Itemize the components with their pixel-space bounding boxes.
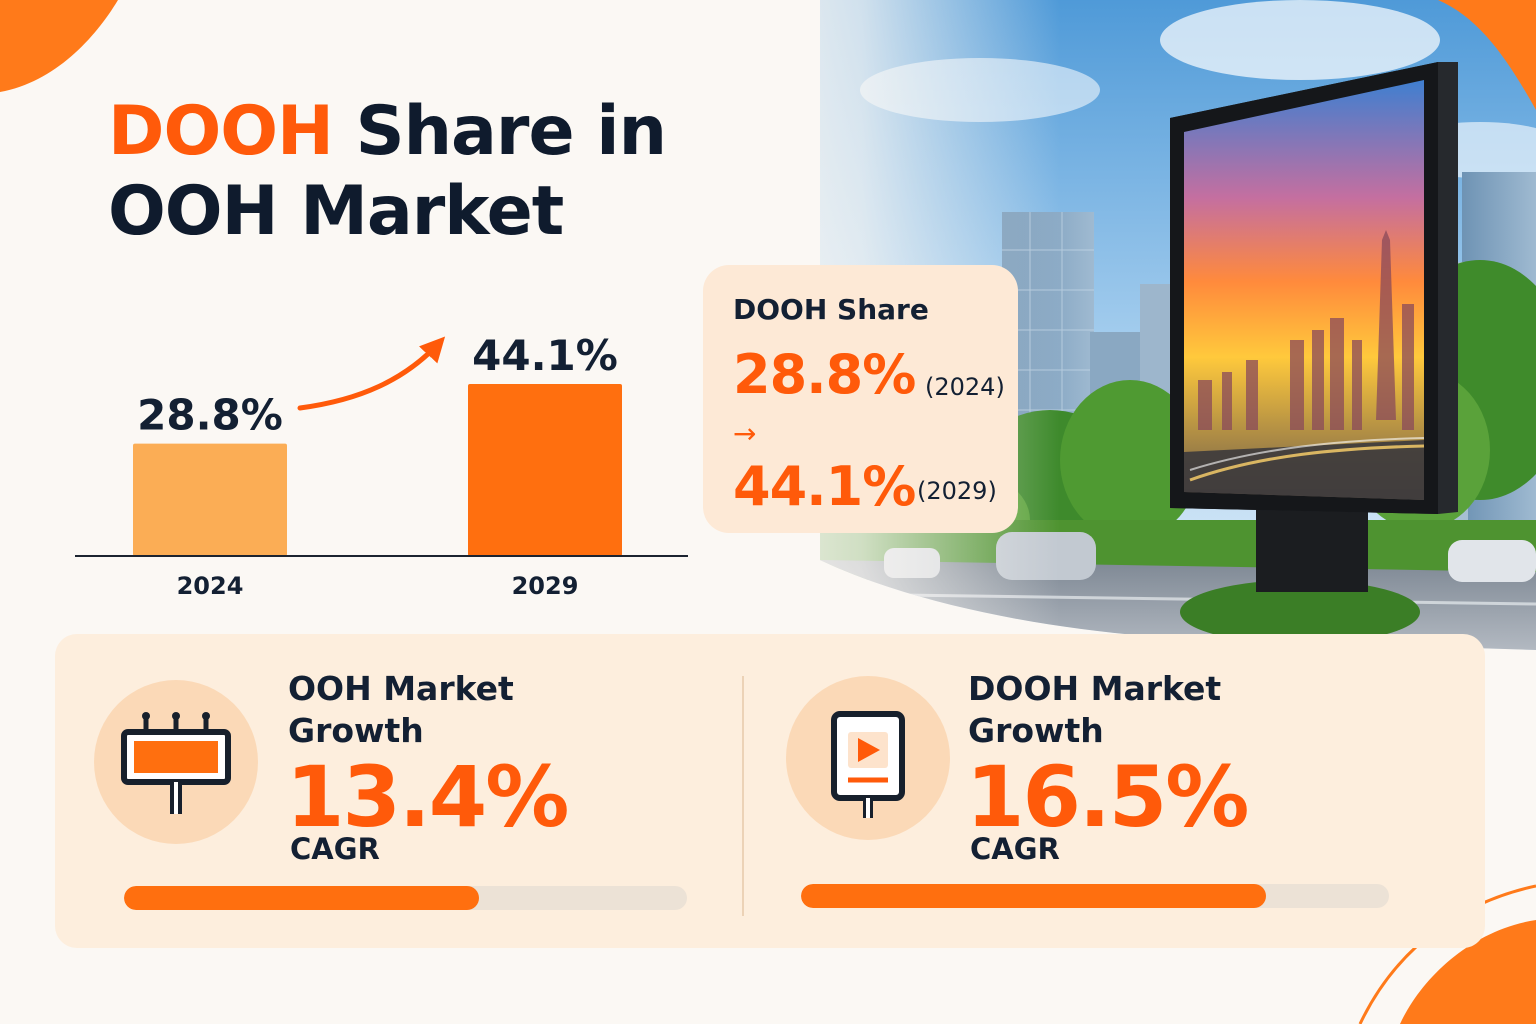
ooh-growth-label-line2: Growth xyxy=(288,711,424,750)
share-from-value: 28.8% xyxy=(733,343,916,406)
title-highlight: DOOH xyxy=(108,92,334,171)
ooh-icon-circle xyxy=(94,680,258,844)
ooh-growth-label-line1: OOH Market xyxy=(288,669,514,708)
ooh-growth-value: 13.4% xyxy=(286,748,569,846)
bar-2029 xyxy=(468,384,622,556)
billboard-icon xyxy=(121,712,231,814)
dooh-growth-label-line1: DOOH Market xyxy=(968,669,1222,708)
x-tick-2029: 2029 xyxy=(512,572,579,600)
dooh-growth-value: 16.5% xyxy=(966,748,1249,846)
dooh-share-label: DOOH Share xyxy=(733,293,929,326)
dooh-growth-label-line2: Growth xyxy=(968,711,1104,750)
share-from-year: (2024) xyxy=(925,373,1005,401)
share-arrow-icon: → xyxy=(733,417,757,450)
dooh-growth-unit: CAGR xyxy=(970,832,1060,866)
ooh-growth-unit: CAGR xyxy=(290,832,380,866)
title-rest: Share in xyxy=(355,92,667,171)
growth-arrow xyxy=(297,336,446,411)
dooh-growth-progress-fill xyxy=(801,884,1266,908)
ooh-growth-progress-fill xyxy=(124,886,479,910)
dooh-share-bar-chart: 28.8% 44.1% 2024 2029 xyxy=(75,331,688,600)
ooh-growth-progress-track xyxy=(124,886,687,910)
bar-value-label-2029: 44.1% xyxy=(472,331,618,380)
digital-screen-icon xyxy=(831,711,905,818)
dooh-growth-progress-track xyxy=(801,884,1389,908)
dooh-share-card: DOOH Share 28.8% (2024) → 44.1% (2029) xyxy=(703,265,1018,533)
page-title: DOOH Share in OOH Market xyxy=(108,92,667,252)
title-line2: OOH Market xyxy=(108,172,564,251)
bar-2024 xyxy=(133,443,287,556)
x-tick-2024: 2024 xyxy=(177,572,244,600)
panel-divider xyxy=(742,676,744,916)
bar-value-label-2024: 28.8% xyxy=(137,391,283,440)
share-to-year: (2029) xyxy=(917,477,997,505)
share-to-value: 44.1% xyxy=(733,455,916,518)
dooh-icon-circle xyxy=(786,676,950,840)
